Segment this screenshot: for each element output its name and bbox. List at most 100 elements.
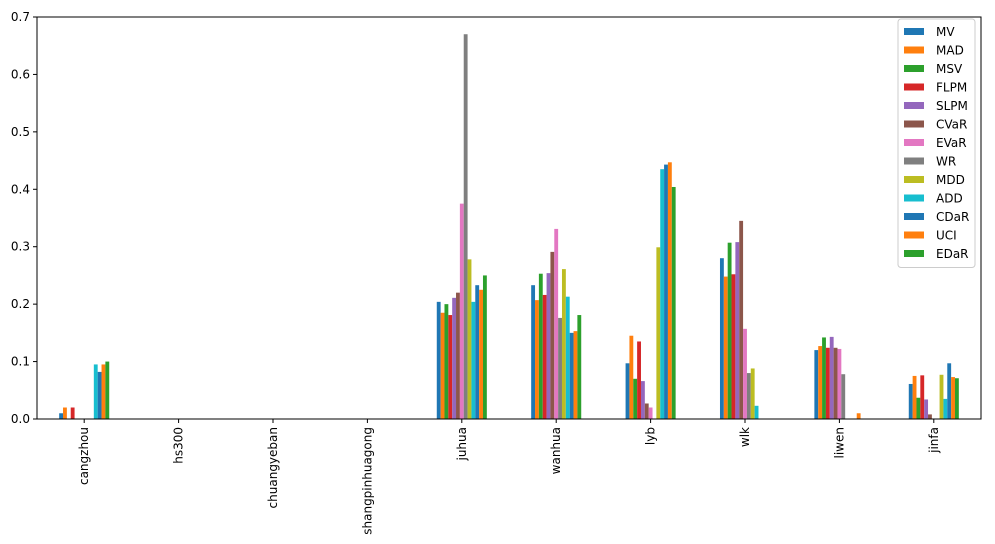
bar-wr-wlk [746, 373, 751, 419]
y-tick-label: 0.3 [11, 240, 30, 254]
bar-mad-juhua [440, 312, 445, 419]
legend-label-evar: EVaR [936, 136, 967, 150]
y-tick-label: 0.1 [11, 355, 30, 369]
bar-msv-lyb [633, 378, 638, 419]
legend-swatch-mad [904, 46, 924, 54]
bar-edar-lyb [671, 186, 676, 419]
bar-mdd-lyb [656, 247, 661, 419]
bar-cvar-wanhua [550, 251, 555, 419]
legend-label-add: ADD [936, 192, 963, 206]
bar-mad-wanhua [535, 300, 539, 419]
bar-mdd-juhua [467, 259, 472, 419]
bar-uci-liwen [856, 413, 861, 419]
bar-add-jinfa [943, 398, 948, 419]
bar-cdar-wanhua [569, 332, 574, 419]
bar-uci-wanhua [573, 331, 578, 419]
x-tick-label-jinfa: jinfa [927, 427, 941, 454]
bar-add-lyb [660, 169, 665, 419]
legend-swatch-edar [904, 250, 924, 257]
legend-swatch-cvar [904, 120, 924, 128]
bar-mv-juhua [436, 301, 441, 419]
legend-frame [897, 18, 976, 268]
legend-label-mdd: MDD [936, 173, 965, 187]
bar-mdd-wanhua [561, 269, 566, 419]
bar-uci-juhua [479, 289, 483, 419]
bar-mv-lyb [625, 363, 630, 419]
bar-cdar-jinfa [947, 363, 952, 419]
bar-slpm-juhua [452, 297, 457, 419]
legend-label-flpm: FLPM [936, 81, 967, 95]
bar-slpm-jinfa [924, 399, 929, 419]
bar-mv-cangzhou [59, 413, 64, 419]
legend-label-wr: WR [936, 155, 956, 169]
legend-swatch-wr [904, 157, 924, 165]
bar-cvar-lyb [644, 403, 649, 419]
bar-msv-juhua [444, 304, 449, 419]
bar-wr-liwen [841, 374, 846, 419]
x-tick-label-shangpinhuagong: shangpinhuagong [360, 427, 374, 535]
bar-mv-liwen [814, 350, 819, 419]
bar-flpm-wlk [731, 274, 736, 419]
legend-label-cdar: CDaR [936, 210, 969, 224]
bar-evar-juhua [459, 203, 464, 419]
bar-add-wlk [754, 405, 759, 419]
bar-mdd-wlk [750, 368, 755, 419]
bar-wr-juhua [463, 34, 468, 419]
bar-msv-liwen [822, 337, 826, 419]
bar-edar-juhua [482, 275, 487, 419]
legend-label-msv: MSV [936, 62, 963, 76]
bar-flpm-cangzhou [70, 407, 75, 419]
legend-swatch-evar [904, 139, 924, 146]
x-tick-label-liwen: liwen [832, 427, 846, 458]
bar-uci-cangzhou [101, 364, 106, 419]
bar-cvar-liwen [833, 347, 838, 419]
bar-cdar-cangzhou [97, 371, 102, 419]
legend-swatch-msv [904, 65, 924, 72]
y-tick-label: 0.5 [11, 125, 30, 139]
bars-layer [59, 34, 959, 420]
x-axis: cangzhou hs300 chuangyeban shangpinhuagong j… [77, 419, 941, 535]
bar-mad-lyb [629, 335, 634, 419]
legend-label-mv: MV [936, 25, 955, 39]
bar-edar-wanhua [577, 315, 582, 419]
bar-uci-jinfa [951, 377, 955, 419]
legend-label-mad: MAD [936, 44, 964, 58]
y-tick-label: 0.4 [11, 182, 30, 196]
legend-swatch-uci [904, 231, 924, 239]
bar-msv-jinfa [916, 397, 921, 419]
x-tick-label-wlk: wlk [738, 427, 752, 447]
x-tick-label-cangzhou: cangzhou [77, 427, 91, 485]
legend-swatch-cdar [904, 213, 924, 220]
y-axis: 0.0 0.1 0.2 0.3 0.4 0.5 0.6 0.7 [11, 10, 37, 426]
bar-edar-cangzhou [105, 361, 110, 419]
bar-slpm-lyb [640, 381, 645, 419]
bar-msv-wlk [727, 242, 732, 419]
bar-edar-jinfa [954, 378, 959, 419]
bar-mdd-jinfa [939, 374, 944, 419]
bar-flpm-wanhua [542, 294, 547, 419]
legend-swatch-add [904, 194, 924, 202]
x-tick-label-hs300: hs300 [172, 427, 186, 464]
bar-mv-wanhua [531, 285, 536, 419]
legend: MV MAD MSV FLPM SLPM CVaR EVaR WR MDD ADD CDaR UCI E… [897, 18, 976, 268]
bar-evar-wlk [743, 328, 747, 419]
bar-cdar-lyb [664, 164, 668, 419]
y-tick-label: 0.0 [11, 412, 30, 426]
bar-cvar-wlk [739, 220, 744, 419]
x-tick-label-juhua: juhua [455, 427, 469, 462]
bar-uci-lyb [667, 162, 672, 420]
legend-swatch-mv [904, 28, 924, 35]
bar-mv-jinfa [908, 383, 913, 419]
x-tick-label-wanhua: wanhua [549, 427, 563, 474]
bar-add-juhua [471, 301, 476, 419]
bar-evar-lyb [648, 407, 653, 419]
bar-add-wanhua [565, 296, 570, 419]
y-tick-label: 0.6 [11, 67, 30, 81]
bar-flpm-juhua [448, 315, 453, 419]
legend-label-cvar: CVaR [936, 118, 967, 132]
bar-cdar-juhua [475, 285, 480, 419]
bar-mv-wlk [719, 258, 724, 419]
bar-mad-liwen [818, 346, 823, 419]
bar-slpm-liwen [829, 336, 834, 419]
